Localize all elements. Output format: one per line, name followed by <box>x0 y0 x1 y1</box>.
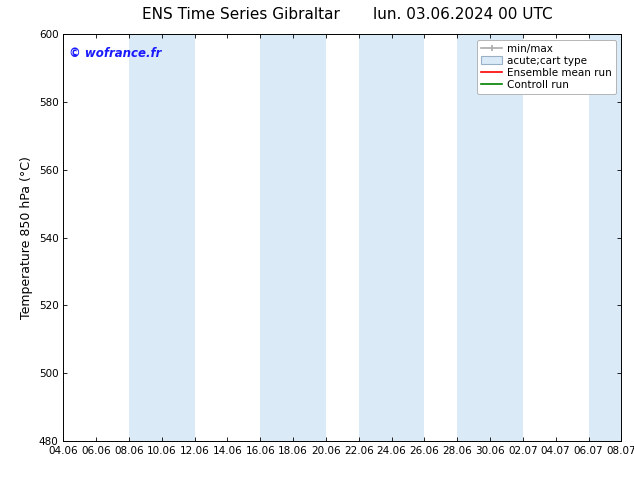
Text: ENS Time Series Gibraltar: ENS Time Series Gibraltar <box>142 7 340 23</box>
Y-axis label: Temperature 850 hPa (°C): Temperature 850 hPa (°C) <box>20 156 33 319</box>
Bar <box>129 34 195 441</box>
Bar <box>359 34 424 441</box>
Bar <box>457 34 523 441</box>
Bar <box>588 34 634 441</box>
Bar <box>261 34 326 441</box>
Legend: min/max, acute;cart type, Ensemble mean run, Controll run: min/max, acute;cart type, Ensemble mean … <box>477 40 616 94</box>
Text: © wofrance.fr: © wofrance.fr <box>69 47 162 59</box>
Text: lun. 03.06.2024 00 UTC: lun. 03.06.2024 00 UTC <box>373 7 553 23</box>
